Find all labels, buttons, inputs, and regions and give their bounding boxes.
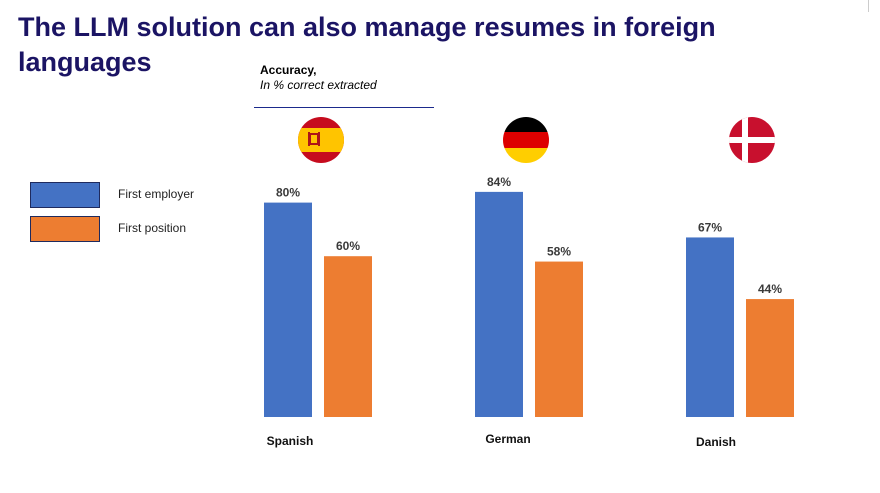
chart-subtitle: In % correct extracted bbox=[260, 78, 377, 92]
data-label-danish-first-employer: 67% bbox=[698, 220, 722, 234]
legend-swatch-first-employer bbox=[30, 182, 100, 208]
legend-label-first-position: First position bbox=[118, 221, 187, 235]
category-label-danish: Danish bbox=[696, 435, 736, 449]
category-label-german: German bbox=[485, 432, 530, 446]
legend-label-first-employer: First employer bbox=[118, 187, 195, 201]
bar-spanish-first-position bbox=[324, 256, 372, 417]
denmark-flag-icon bbox=[729, 117, 775, 163]
bar-danish-first-position bbox=[746, 299, 794, 417]
bar-danish-first-employer bbox=[686, 237, 734, 417]
spain-flag-icon bbox=[298, 117, 344, 163]
chart-title-rule bbox=[254, 107, 434, 108]
data-label-danish-first-position: 44% bbox=[758, 282, 782, 296]
chart-title: Accuracy, bbox=[260, 63, 317, 77]
data-label-german-first-employer: 84% bbox=[487, 175, 511, 189]
data-label-german-first-position: 58% bbox=[547, 245, 571, 259]
category-label-spanish: Spanish bbox=[267, 434, 314, 448]
slide-title: The LLM solution can also manage resumes… bbox=[18, 12, 716, 77]
bar-german-first-employer bbox=[475, 191, 523, 417]
legend-item-first-employer: First employer bbox=[30, 182, 250, 210]
bar-spanish-first-employer bbox=[264, 202, 312, 417]
germany-flag-icon bbox=[503, 117, 549, 163]
bar-german-first-position bbox=[535, 261, 583, 417]
legend-swatch-first-position bbox=[30, 216, 100, 242]
corner-mark bbox=[868, 0, 869, 12]
data-label-spanish-first-employer: 80% bbox=[276, 186, 300, 200]
data-label-spanish-first-position: 60% bbox=[336, 239, 360, 253]
legend-item-first-position: First position bbox=[30, 216, 250, 244]
